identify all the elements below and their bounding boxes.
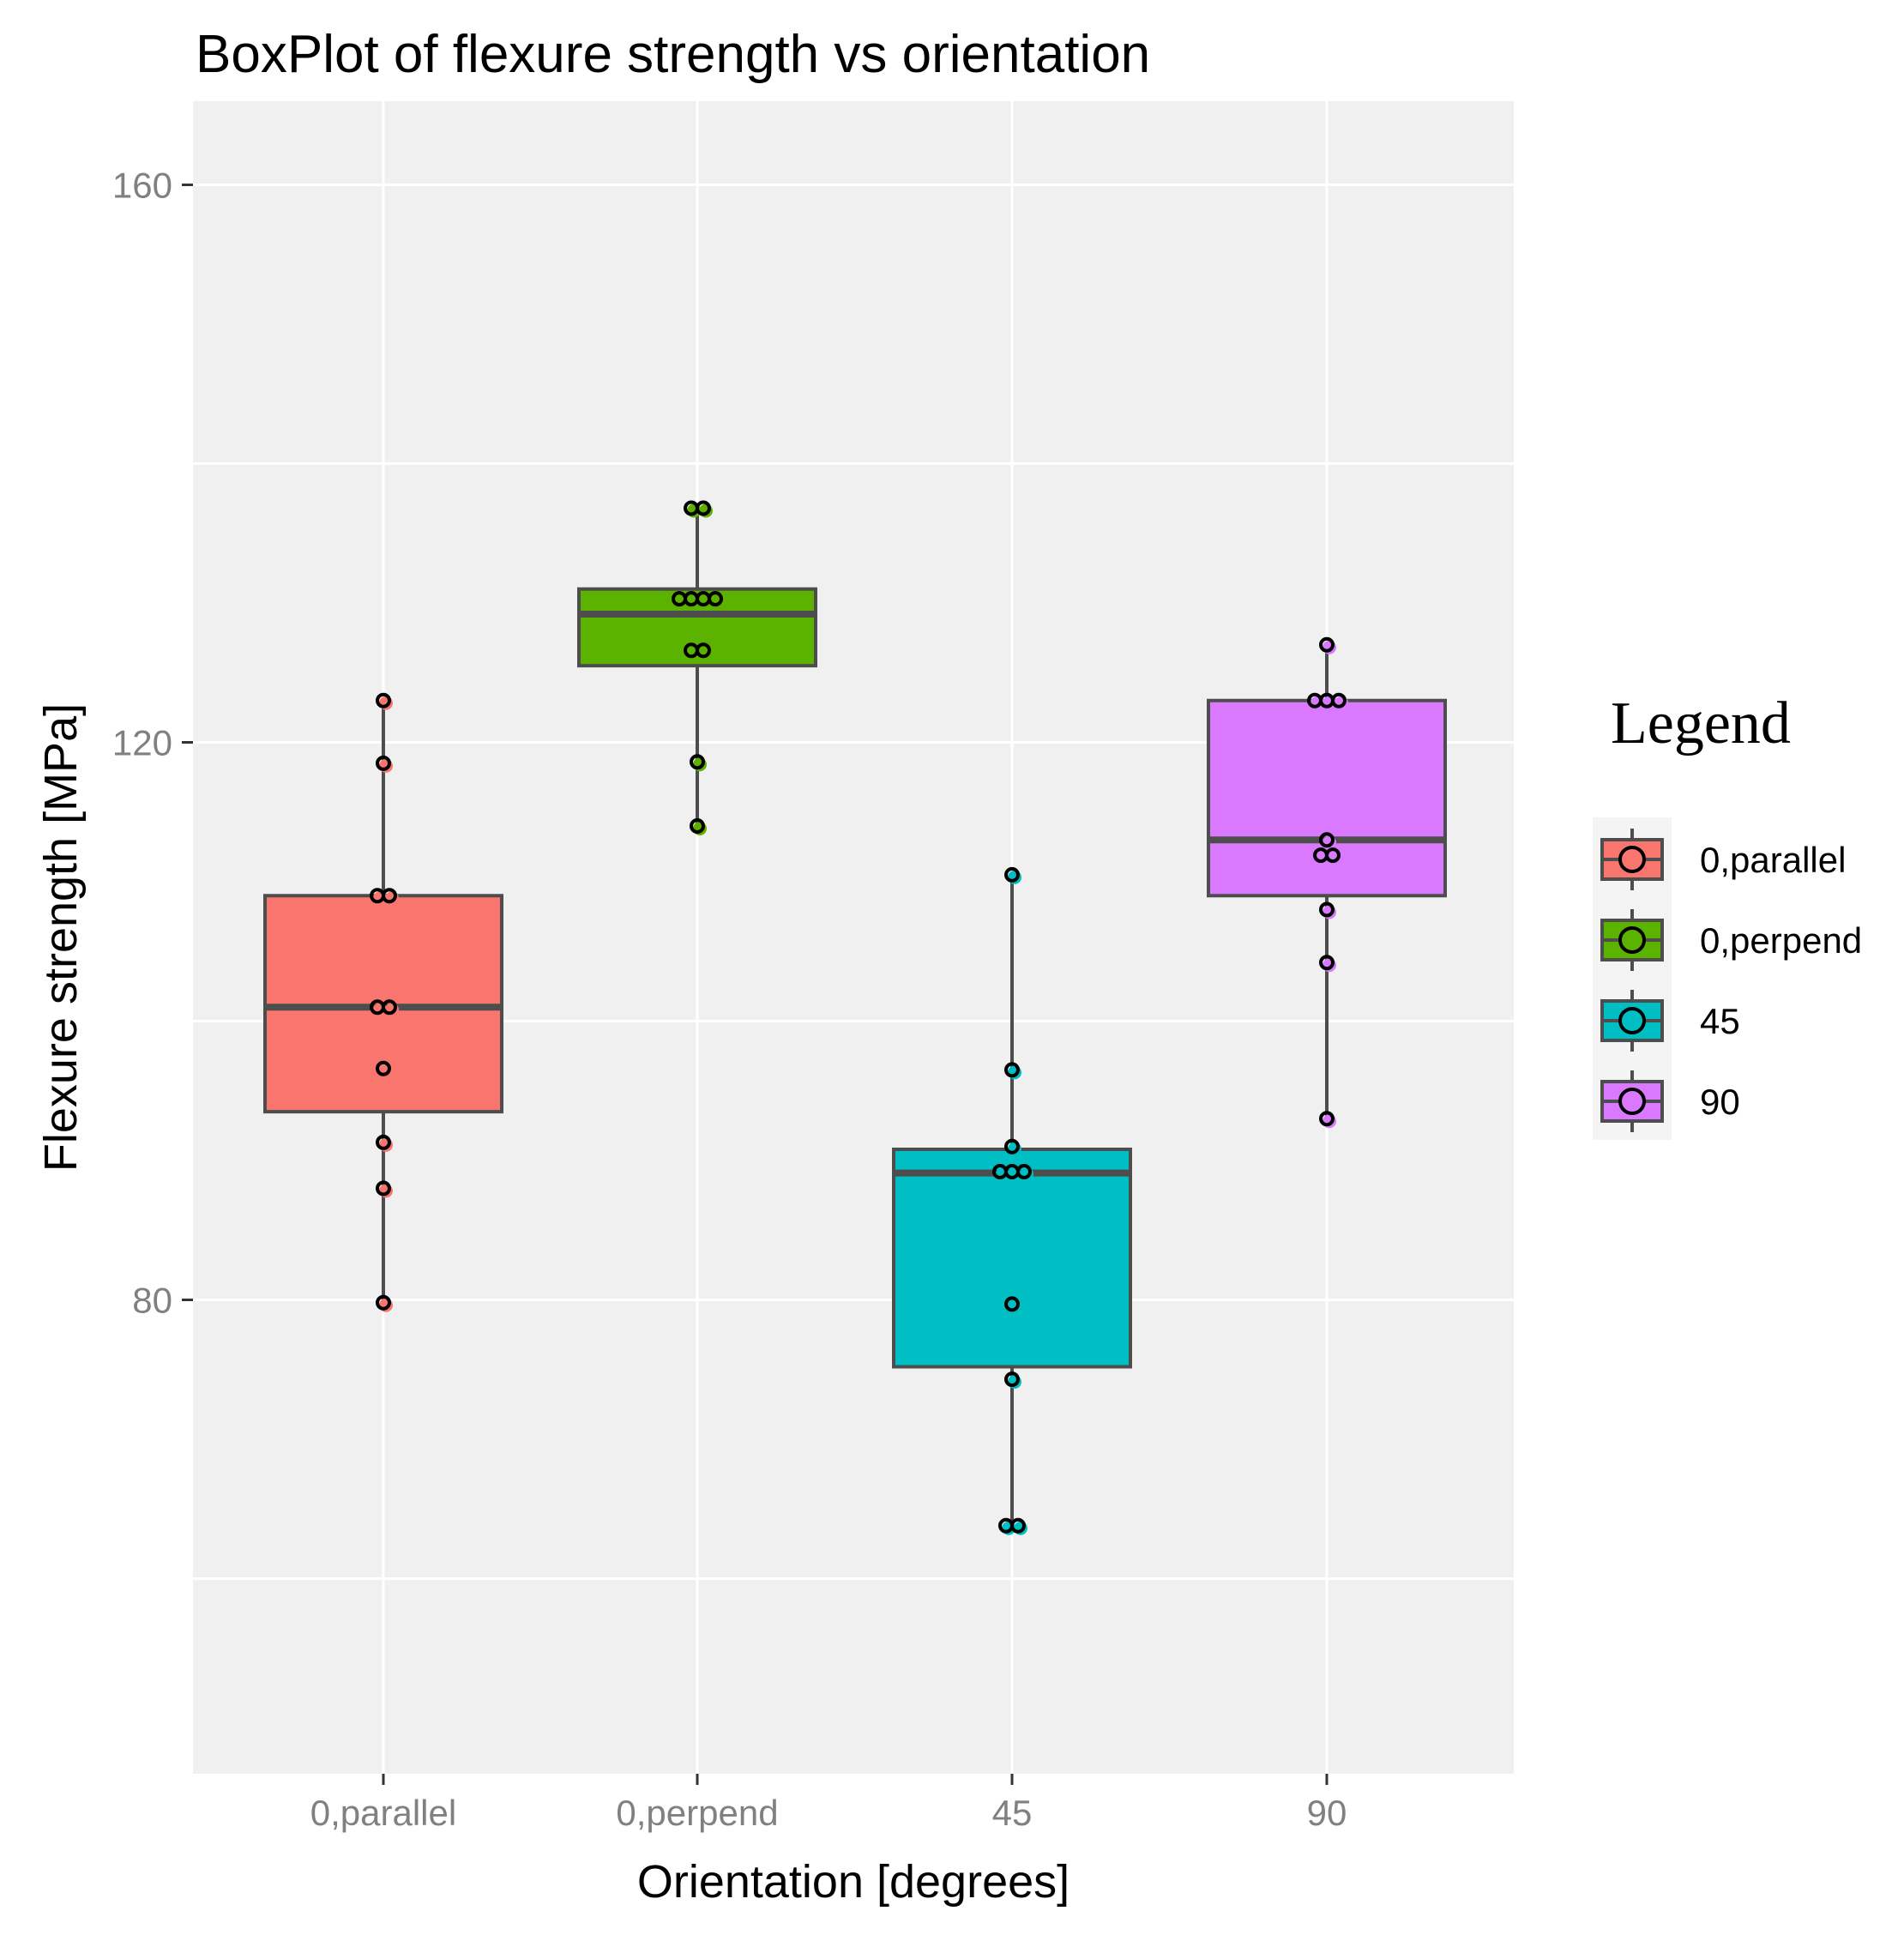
data-point [1325, 847, 1341, 864]
y-axis: 160 120 80 [112, 166, 193, 1321]
data-point [376, 1134, 391, 1150]
legend-title: Legend [1611, 690, 1791, 757]
x-tick-label: 45 [992, 1793, 1033, 1833]
data-point [376, 1060, 391, 1076]
y-tick-label: 80 [132, 1281, 172, 1321]
data-point [382, 888, 397, 904]
data-point [1331, 692, 1347, 708]
x-tick-label: 0,parallel [310, 1793, 456, 1833]
data-point [1016, 1164, 1032, 1179]
y-axis-title: Flexure strength [MPa] [35, 703, 87, 1172]
data-point [1004, 1371, 1020, 1388]
data-point [1004, 1062, 1020, 1078]
chart-title: BoxPlot of flexure strength vs orientati… [196, 25, 1150, 84]
x-axis: 0,parallel 0,perpend 45 90 [310, 1774, 1347, 1833]
data-points [370, 500, 1348, 1535]
data-point [1319, 1111, 1335, 1127]
legend: Legend 0,parallel 0,perpend 45 90 [1593, 690, 1862, 1140]
data-point [376, 692, 391, 708]
y-tick-label: 120 [112, 723, 172, 763]
data-point [1319, 832, 1335, 848]
legend-key-point [1618, 1088, 1646, 1115]
data-point [376, 755, 391, 771]
legend-label: 90 [1700, 1082, 1740, 1122]
box-45 [892, 1148, 1132, 1369]
x-tick-label: 0,perpend [616, 1793, 778, 1833]
data-point [708, 591, 723, 607]
legend-label: 0,parallel [1700, 840, 1846, 880]
data-point [690, 818, 705, 834]
x-axis-title: Orientation [degrees] [637, 1856, 1069, 1908]
data-point [696, 642, 711, 659]
legend-key-point [1618, 1007, 1646, 1034]
data-point [1319, 901, 1335, 918]
data-point [1319, 955, 1335, 971]
data-point [382, 999, 397, 1016]
x-tick-label: 90 [1307, 1793, 1347, 1833]
data-point [696, 500, 711, 516]
data-point [376, 1180, 391, 1197]
data-point [1004, 1296, 1020, 1312]
data-point [1004, 866, 1020, 883]
data-point [1319, 636, 1335, 653]
y-tick-label: 160 [112, 166, 172, 206]
legend-label: 45 [1700, 1001, 1740, 1041]
data-point [690, 754, 705, 770]
legend-key-point [1618, 926, 1646, 954]
box-90 [1207, 698, 1447, 898]
data-point [1010, 1517, 1026, 1534]
data-point [376, 1294, 391, 1311]
legend-label: 0,perpend [1700, 920, 1862, 961]
data-point [1004, 1138, 1020, 1154]
legend-key-point [1618, 846, 1646, 873]
